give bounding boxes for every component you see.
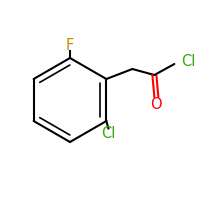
Text: Cl: Cl [181, 53, 196, 68]
Text: F: F [66, 38, 74, 53]
Text: Cl: Cl [101, 127, 116, 142]
Text: O: O [151, 97, 162, 112]
